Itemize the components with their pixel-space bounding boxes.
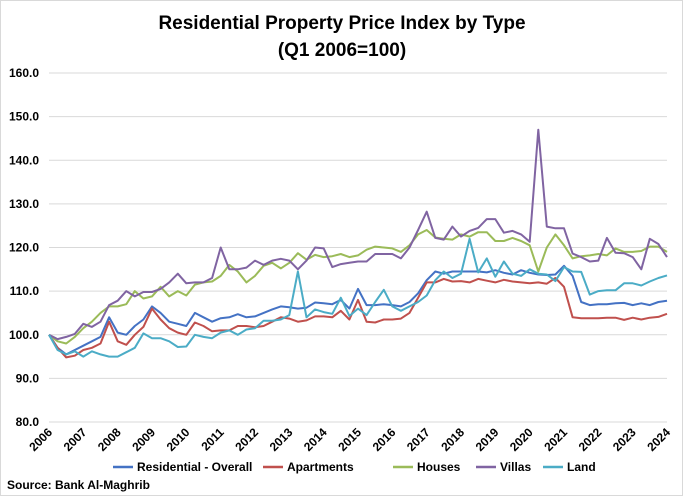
legend-label: Houses: [417, 460, 461, 474]
x-tick-label: 2006: [26, 425, 55, 454]
x-tick-label: 2024: [644, 425, 673, 454]
x-tick-label: 2009: [129, 425, 158, 454]
legend-item: Land: [543, 460, 596, 474]
series-line-residential-overall: [48, 264, 668, 356]
x-tick-label: 2008: [95, 425, 124, 454]
x-tick-label: 2012: [232, 425, 261, 454]
y-tick-label: 100.0: [9, 328, 39, 342]
x-tick-label: 2020: [507, 425, 536, 454]
x-tick-label: 2016: [370, 425, 399, 454]
y-tick-label: 90.0: [16, 371, 40, 385]
x-tick-label: 2010: [164, 425, 193, 454]
x-tick-label: 2015: [335, 425, 364, 454]
x-tick-label: 2014: [301, 425, 330, 454]
chart-title: Residential Property Price Index by Type: [158, 13, 525, 34]
y-tick-label: 120.0: [9, 241, 39, 255]
legend-item: Apartments: [263, 460, 354, 474]
legend-label: Villas: [500, 460, 531, 474]
x-tick-label: 2021: [541, 425, 570, 454]
y-tick-label: 140.0: [9, 153, 39, 167]
chart-subtitle: (Q1 2006=100): [278, 40, 406, 61]
series-line-apartments: [48, 277, 668, 359]
x-tick-label: 2007: [61, 425, 90, 454]
legend-label: Land: [567, 460, 596, 474]
x-tick-label: 2011: [198, 425, 227, 454]
x-tick-label: 2023: [610, 425, 639, 454]
series-line-houses: [48, 229, 668, 345]
y-tick-label: 80.0: [16, 415, 40, 429]
legend-item: Villas: [476, 460, 531, 474]
source-note: Source: Bank Al-Maghrib: [7, 478, 150, 492]
x-tick-label: 2018: [438, 425, 467, 454]
legend-item: Residential - Overall: [113, 460, 252, 474]
x-tick-label: 2013: [267, 425, 296, 454]
y-tick-label: 160.0: [9, 66, 39, 80]
legend-label: Apartments: [287, 460, 354, 474]
y-tick-label: 130.0: [9, 197, 39, 211]
x-tick-label: 2019: [473, 425, 502, 454]
x-tick-label: 2017: [404, 425, 433, 454]
legend-label: Residential - Overall: [137, 460, 252, 474]
y-tick-label: 110.0: [10, 284, 40, 298]
series-line-villas: [48, 128, 668, 341]
y-tick-label: 150.0: [9, 110, 39, 124]
x-tick-label: 2022: [576, 425, 605, 454]
legend-item: Houses: [393, 460, 461, 474]
series-line-land: [48, 237, 668, 358]
